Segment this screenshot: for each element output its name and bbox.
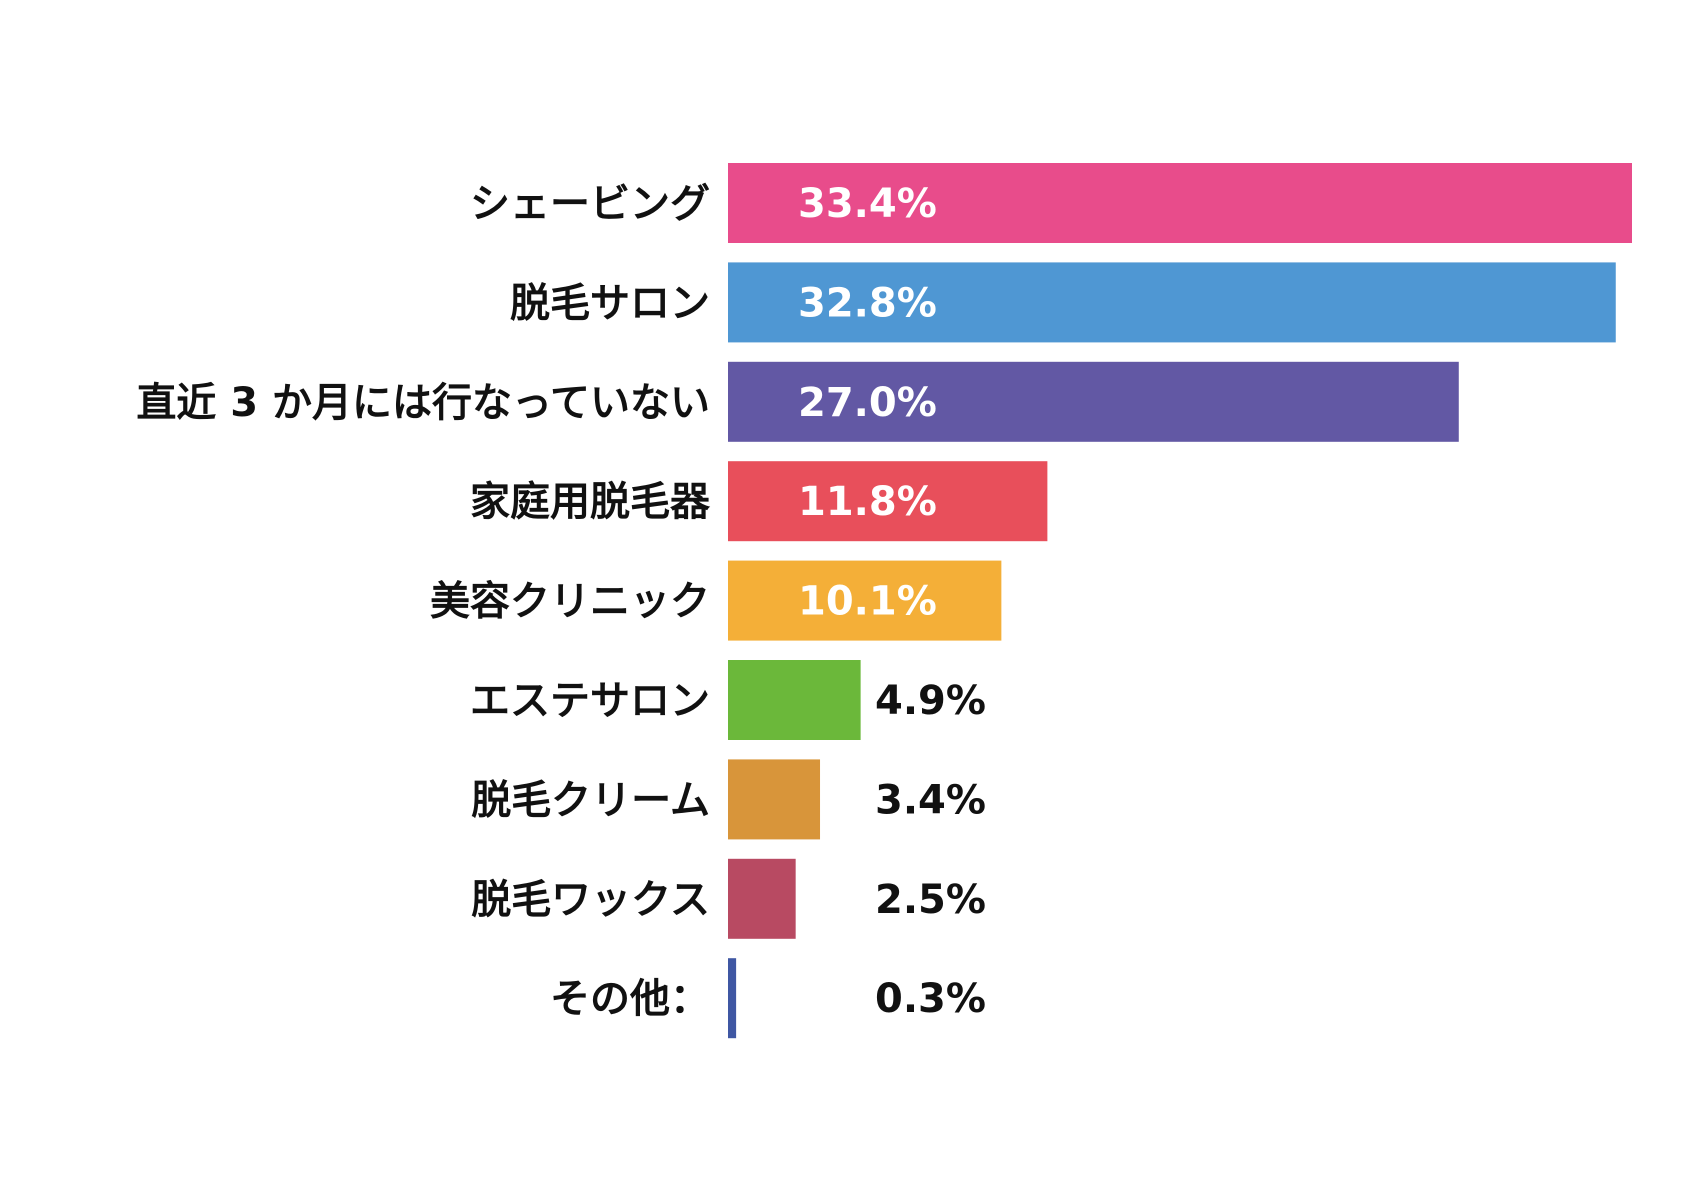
bar xyxy=(728,958,737,1039)
bar xyxy=(728,361,1459,442)
category-label: 直近 3 か月には行なっていない xyxy=(136,380,710,426)
category-label: 家庭用脱毛器 xyxy=(470,479,711,525)
bars xyxy=(728,163,1632,1039)
value-label: 3.4% xyxy=(875,777,986,823)
value-label: 2.5% xyxy=(875,877,986,923)
bar xyxy=(728,163,1632,243)
category-label: 脱毛クリーム xyxy=(471,777,710,823)
bar xyxy=(728,560,1002,641)
category-label: 脱毛ワックス xyxy=(471,877,710,923)
category-label: その他： xyxy=(550,976,710,1022)
bar xyxy=(728,461,1048,542)
value-label: 27.0% xyxy=(798,380,937,426)
value-label: 10.1% xyxy=(798,579,937,625)
bar xyxy=(728,759,821,840)
bar xyxy=(728,262,1616,343)
value-label: 11.8% xyxy=(798,479,937,525)
bar xyxy=(728,660,861,740)
bar xyxy=(728,858,796,939)
value-label: 0.3% xyxy=(875,976,986,1022)
value-label: 33.4% xyxy=(798,181,937,227)
category-label: 美容クリニック xyxy=(430,579,710,625)
category-label: エステサロン xyxy=(470,678,710,724)
category-label: 脱毛サロン xyxy=(510,280,710,326)
value-labels: 33.4% 32.8% 27.0% 11.8% 10.1% 4.9% 3.4% 2.5% 0.3… xyxy=(798,181,986,1022)
value-label: 4.9% xyxy=(875,678,986,724)
value-label: 32.8% xyxy=(798,280,937,326)
category-label: シェービング xyxy=(470,181,710,227)
